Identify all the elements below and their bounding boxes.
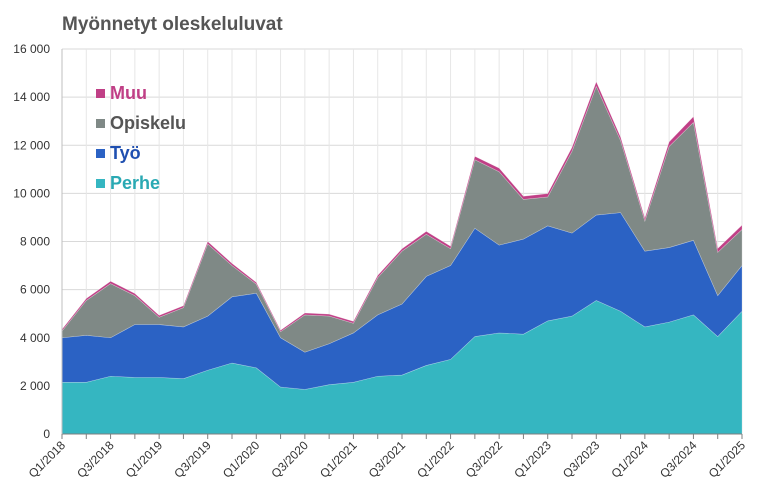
- legend-label: Perhe: [110, 172, 161, 193]
- x-tick-label: Q1/2020: [220, 438, 263, 481]
- area-muu: [61, 80, 743, 333]
- y-tick-label: 10 000: [13, 186, 50, 200]
- legend-swatch: [96, 88, 105, 98]
- x-tick-label: Q3/2018: [74, 438, 117, 481]
- x-tick-label: Q3/2024: [657, 438, 700, 481]
- x-tick-label: Q3/2021: [366, 438, 409, 481]
- x-tick-label: Q1/2025: [706, 438, 749, 481]
- x-tick-label: Q3/2019: [171, 438, 214, 481]
- y-tick-label: 4 000: [20, 331, 50, 345]
- area-työ: [61, 212, 743, 390]
- x-tick-label: Q1/2023: [511, 438, 554, 481]
- legend-item-muu: Muu: [96, 78, 186, 108]
- x-tick-label: Q3/2023: [560, 438, 603, 481]
- y-tick-label: 6 000: [20, 283, 50, 297]
- legend-item-perhe: Perhe: [96, 168, 186, 198]
- y-tick-label: 8 000: [20, 235, 50, 249]
- y-tick-labels: 0 2 000 4 000 6 000 8 000 10 000 12 000 14 000 1…: [13, 42, 50, 441]
- legend-swatch: [96, 118, 105, 128]
- x-tick-label: Q3/2022: [463, 438, 506, 481]
- legend-label: Työ: [110, 142, 141, 163]
- x-tick-label: Q1/2021: [317, 438, 360, 481]
- x-tick-label: Q3/2020: [269, 438, 312, 481]
- y-tick-label: 2 000: [20, 379, 50, 393]
- area-series: [61, 80, 743, 435]
- legend-swatch: [96, 178, 105, 188]
- x-tick-label: Q1/2024: [609, 438, 652, 481]
- legend-item-työ: Työ: [96, 138, 186, 168]
- y-tick-label: 0: [43, 427, 50, 441]
- y-tick-label: 14 000: [13, 90, 50, 104]
- axes: [61, 49, 743, 439]
- legend-item-opiskelu: Opiskelu: [96, 108, 186, 138]
- x-tick-labels: Q1/2018 Q3/2018 Q1/2019 Q3/2019 Q1/2020 Q3/20…: [26, 438, 749, 481]
- legend: Muu Opiskelu Työ Perhe: [96, 78, 186, 198]
- legend-swatch: [96, 148, 105, 158]
- x-tick-label: Q1/2018: [26, 438, 69, 481]
- y-tick-label: 12 000: [13, 138, 50, 152]
- chart-title: Myönnetyt oleskeluluvat: [62, 14, 283, 35]
- x-tick-label: Q1/2022: [414, 438, 457, 481]
- y-tick-label: 16 000: [13, 42, 50, 56]
- legend-label: Muu: [110, 82, 147, 103]
- x-tick-label: Q1/2019: [123, 438, 166, 481]
- legend-label: Opiskelu: [110, 112, 187, 133]
